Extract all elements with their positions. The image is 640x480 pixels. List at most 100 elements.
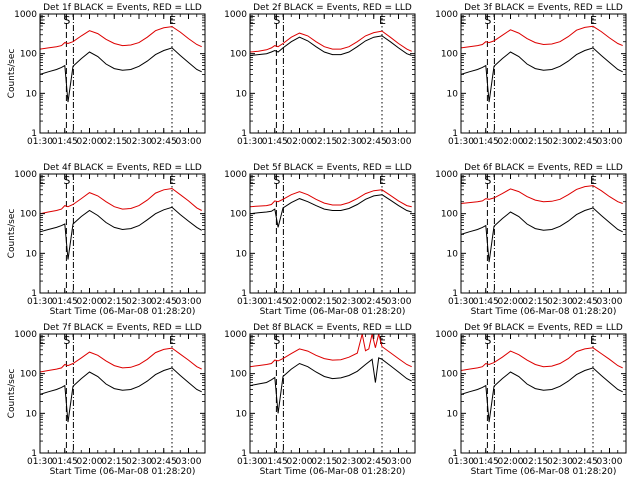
y-tick-label: 10: [236, 409, 248, 419]
x-tick-label: 02:00: [77, 137, 103, 147]
plot-frame: [460, 173, 627, 294]
y-tick-label: 10: [447, 409, 459, 419]
x-tick-label: 02:15: [522, 457, 548, 467]
x-tick-label: 02:15: [311, 297, 337, 307]
x-tick-label: 02:30: [547, 297, 573, 307]
y-tick-label: 1000: [224, 170, 247, 180]
x-tick-label: 03:00: [176, 457, 202, 467]
x-axis-label: Start Time (06-Mar-08 01:28:20): [471, 307, 617, 317]
x-tick-label: 01:45: [473, 137, 499, 147]
marker-label-s: S: [484, 334, 491, 347]
x-tick-label: 01:30: [448, 137, 474, 147]
panel-title: Det 8f BLACK = Events, RED = LLD: [253, 323, 412, 333]
x-tick-label: 02:30: [336, 457, 362, 467]
y-tick-label: 100: [230, 370, 247, 380]
y-tick-label: 1: [241, 289, 247, 299]
y-tick-label: 10: [447, 89, 459, 99]
x-tick-label: 01:30: [237, 457, 263, 467]
y-tick-label: 10: [236, 89, 248, 99]
y-tick-label: 1: [241, 449, 247, 459]
x-tick-label: 02:00: [287, 297, 313, 307]
y-tick-label: 100: [20, 210, 37, 220]
x-tick-label: 02:45: [151, 457, 177, 467]
x-tick-label: 01:45: [52, 137, 78, 147]
x-tick-label: 02:00: [498, 297, 524, 307]
x-tick-label: 02:45: [151, 137, 177, 147]
x-tick-label: 01:30: [448, 457, 474, 467]
y-tick-label: 100: [20, 50, 37, 60]
x-tick-label: 02:30: [126, 137, 152, 147]
x-tick-label: 01:45: [473, 457, 499, 467]
series-line-lld: [460, 25, 623, 49]
y-tick-label: 1: [31, 289, 37, 299]
x-tick-label: 02:45: [361, 297, 387, 307]
x-tick-label: 03:00: [386, 457, 412, 467]
panel-title: Det 9f BLACK = Events, RED = LLD: [464, 323, 623, 333]
y-tick-label: 10: [236, 249, 248, 259]
plot-frame: [39, 173, 206, 294]
marker-label-e: E: [169, 334, 176, 347]
x-tick-label: 01:30: [237, 297, 263, 307]
series-line-events: [39, 367, 202, 423]
x-tick-label: 02:30: [547, 457, 573, 467]
plot-frame: [249, 13, 416, 134]
x-tick-label: 01:45: [262, 137, 288, 147]
marker-label-s: S: [63, 14, 70, 27]
y-tick-label: 100: [230, 210, 247, 220]
series-line-lld: [39, 187, 202, 215]
x-tick-label: 02:45: [151, 297, 177, 307]
x-tick-label: 02:00: [287, 457, 313, 467]
panel-title: Det 2f BLACK = Events, RED = LLD: [253, 3, 412, 13]
y-axis-label: Counts/sec: [7, 209, 17, 259]
series-line-lld: [39, 26, 202, 50]
x-tick-label: 03:00: [597, 457, 623, 467]
x-tick-label: 02:15: [101, 457, 127, 467]
panel-title: Det 6f BLACK = Events, RED = LLD: [464, 163, 623, 173]
panel-title: Det 7f BLACK = Events, RED = LLD: [43, 323, 202, 333]
y-tick-label: 100: [441, 210, 458, 220]
x-tick-label: 02:30: [336, 137, 362, 147]
x-tick-label: 02:15: [522, 137, 548, 147]
y-tick-label: 1: [241, 129, 247, 139]
y-tick-label: 10: [26, 89, 38, 99]
plot-frame: [460, 333, 627, 454]
x-tick-label: 02:00: [77, 457, 103, 467]
x-tick-label: 02:00: [498, 137, 524, 147]
x-tick-label: 02:00: [77, 297, 103, 307]
y-tick-label: 1000: [435, 170, 458, 180]
y-tick-label: 1000: [14, 170, 37, 180]
y-tick-label: 10: [26, 409, 38, 419]
series-line-lld: [249, 30, 412, 53]
x-tick-label: 03:00: [386, 137, 412, 147]
marker-label-e: E: [590, 14, 597, 27]
marker-label-e: E: [379, 14, 386, 27]
series-line-events: [460, 367, 623, 423]
plot-frame: [249, 333, 416, 454]
panel-title: Det 1f BLACK = Events, RED = LLD: [43, 3, 202, 13]
y-tick-label: 1000: [14, 330, 37, 340]
y-tick-label: 10: [447, 249, 459, 259]
y-tick-label: 1: [452, 289, 458, 299]
y-tick-label: 1000: [14, 10, 37, 20]
series-line-events: [460, 47, 623, 103]
y-tick-label: 100: [20, 370, 37, 380]
y-tick-label: 1000: [224, 10, 247, 20]
marker-label-s: S: [273, 334, 280, 347]
y-axis-label: Counts/sec: [7, 369, 17, 419]
x-tick-label: 02:15: [522, 297, 548, 307]
x-tick-label: 01:45: [52, 297, 78, 307]
series-line-events: [249, 194, 412, 228]
series-line-events: [460, 207, 623, 263]
series-line-lld: [249, 189, 412, 208]
x-tick-label: 01:45: [262, 297, 288, 307]
x-tick-label: 02:00: [287, 137, 313, 147]
x-tick-label: 01:30: [27, 137, 53, 147]
series-line-lld: [460, 347, 623, 371]
x-tick-label: 02:45: [572, 297, 598, 307]
